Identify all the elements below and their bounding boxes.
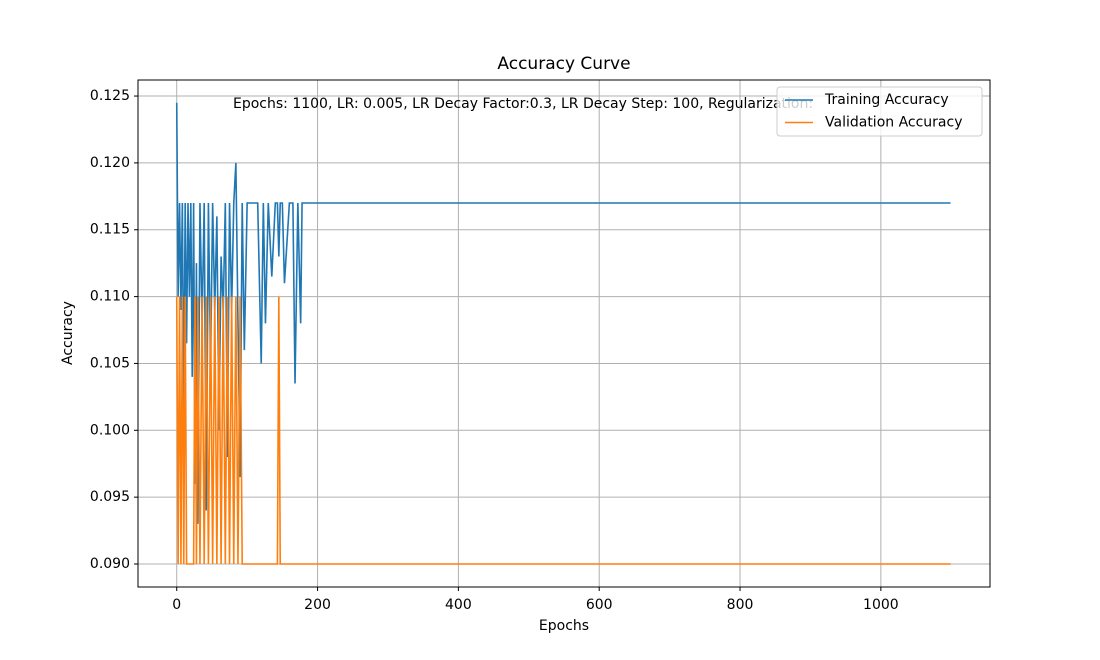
y-axis-label: Accuracy <box>60 301 76 365</box>
y-tick-label: 0.090 <box>90 556 130 572</box>
legend-label: Training Accuracy <box>824 92 949 108</box>
y-tick-label: 0.125 <box>90 88 130 104</box>
y-tick-label: 0.115 <box>90 222 130 238</box>
line-series <box>175 102 951 524</box>
x-tick-label: 0 <box>172 597 181 613</box>
x-tick-label: 1000 <box>863 597 899 613</box>
plot-frame <box>137 79 991 588</box>
y-tick-label: 0.095 <box>90 489 130 505</box>
y-tick-label: 0.105 <box>90 355 130 371</box>
y-tick-label: 0.100 <box>90 422 130 438</box>
y-tick-label: 0.110 <box>90 289 130 305</box>
x-tick-label: 200 <box>304 597 331 613</box>
y-tick-label: 0.120 <box>90 155 130 171</box>
legend-box <box>776 86 983 137</box>
line-series <box>175 296 951 565</box>
x-tick-label: 600 <box>586 597 613 613</box>
x-tick-label: 800 <box>727 597 754 613</box>
x-axis-label: Epochs <box>539 618 589 634</box>
legend-label: Validation Accuracy <box>825 115 963 131</box>
annotation: Epochs: 1100, LR: 0.005, LR Decay Factor… <box>233 96 813 112</box>
x-tick-label: 400 <box>445 597 472 613</box>
chart-title: Accuracy Curve <box>497 54 630 74</box>
